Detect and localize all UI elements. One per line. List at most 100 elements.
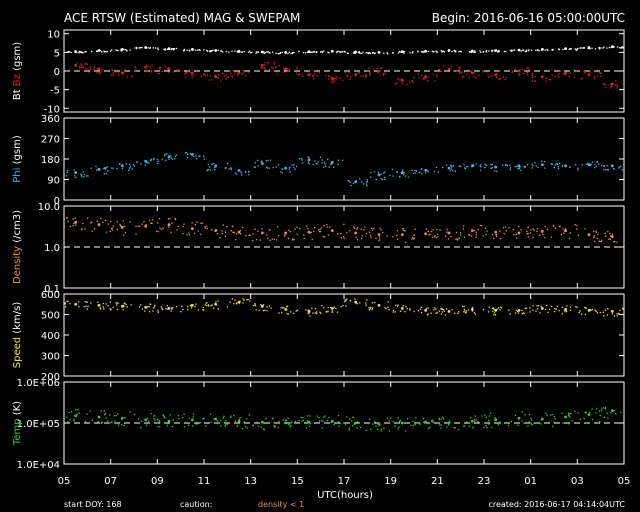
panel-1-ytick-label-3: 90 <box>47 176 60 187</box>
x-tick-label-8: 21 <box>431 476 444 487</box>
panel-0-series-1-scatter-4-8 <box>178 71 180 73</box>
panel-2-series-0-scatter-10-4 <box>314 226 316 229</box>
panel-3-series-0-point-11 <box>330 306 334 310</box>
panel-4-series-0-scatter-5-12 <box>188 417 190 419</box>
panel-4-series-0-scatter-4-5 <box>177 415 179 417</box>
panel-2-series-0-scatter-10-3 <box>306 225 308 227</box>
panel-0-series-1-scatter-19-5 <box>521 68 524 71</box>
panel-2-series-0-scatter-1-0 <box>109 230 112 233</box>
panel-4-series-0-scatter-7-1 <box>230 415 232 417</box>
panel-2-series-0-scatter-6-0 <box>215 228 217 231</box>
panel-1-series-0-scatter-3-9 <box>153 157 155 160</box>
panel-4-series-0-scatter-4-13 <box>159 426 161 428</box>
panel-3-series-0-scatter-21-10 <box>576 306 578 308</box>
panel-0-series-1-scatter-10-7 <box>312 75 314 77</box>
panel-2-series-0-scatter-4-6 <box>159 227 161 229</box>
panel-4-series-0-scatter-19-7 <box>530 417 532 420</box>
panel-0-series-1-scatter-5-3 <box>191 76 193 78</box>
panel-1-series-0-scatter-12-11 <box>363 183 365 185</box>
panel-4-series-0-scatter-5-4 <box>186 422 188 425</box>
panel-0-series-1-scatter-2-0 <box>118 74 120 77</box>
panel-1-series-0-scatter-4-8 <box>161 158 163 160</box>
panel-4-series-0-point-13 <box>377 422 381 426</box>
panel-4-series-0-scatter-6-4 <box>225 419 227 422</box>
panel-1-series-0-scatter-18-4 <box>490 163 492 166</box>
panel-0-series-0-scatter-20-4 <box>544 49 546 51</box>
panel-2-series-0-scatter-2-11 <box>129 221 131 223</box>
panel-2-series-0-scatter-13-9 <box>380 229 382 231</box>
panel-1-series-0-scatter-6-4 <box>224 167 226 169</box>
panel-4-series-0-scatter-4-8 <box>158 420 160 422</box>
panel-0-series-0-scatter-0-11 <box>81 51 83 54</box>
panel-1-series-0-scatter-19-13 <box>509 167 512 169</box>
panel-0-series-1-scatter-20-1 <box>531 80 533 82</box>
panel-4-series-0-scatter-6-11 <box>216 420 218 422</box>
panel-1-series-0-scatter-13-9 <box>370 171 372 174</box>
panel-3-series-0-scatter-0-0 <box>85 305 87 307</box>
panel-0-series-1-scatter-1-10 <box>99 67 101 69</box>
panel-0-series-0-scatter-0-10 <box>66 51 68 53</box>
panel-1-series-0-scatter-6-10 <box>214 166 216 169</box>
panel-4-series-0-scatter-11-9 <box>342 422 345 424</box>
panel-3-series-0-scatter-1-2 <box>97 301 99 303</box>
panel-2-series-0-scatter-15-3 <box>436 228 438 231</box>
panel-3-series-0-scatter-6-12 <box>207 305 210 307</box>
panel-0-series-1-scatter-19-1 <box>526 67 528 69</box>
panel-0-series-0-scatter-18-13 <box>488 50 490 52</box>
panel-0-series-1-scatter-11-0 <box>332 80 334 82</box>
panel-1-series-0-scatter-7-12 <box>248 170 250 173</box>
panel-2-series-0-scatter-4-5 <box>170 231 172 234</box>
panel-4-series-0-scatter-23-2 <box>615 413 617 415</box>
panel-4-series-0-point-18 <box>494 418 498 422</box>
panel-0-series-0-scatter-14-12 <box>403 52 405 54</box>
panel-1-series-0-scatter-20-7 <box>535 165 537 167</box>
panel-1-series-0-scatter-9-10 <box>282 168 284 170</box>
panel-4-series-0-scatter-9-0 <box>289 424 292 427</box>
panel-4-series-0-scatter-10-12 <box>301 420 303 423</box>
panel-4-series-0-scatter-9-6 <box>290 422 292 424</box>
panel-4-series-0-scatter-15-10 <box>423 421 425 424</box>
panel-3-series-0-point-21 <box>564 307 568 311</box>
panel-2-series-0-scatter-15-0 <box>429 233 431 235</box>
panel-3-series-0-scatter-13-8 <box>368 309 371 311</box>
panel-0-series-0-scatter-10-3 <box>311 51 313 53</box>
panel-0-series-1-scatter-1-7 <box>96 67 98 69</box>
panel-3-series-0-scatter-19-12 <box>529 307 531 309</box>
panel-2-series-0-scatter-15-10 <box>414 228 416 230</box>
panel-0-series-1-scatter-16-8 <box>440 70 442 72</box>
panel-4-series-0-scatter-19-11 <box>517 424 519 426</box>
panel-0-series-1-scatter-18-12 <box>498 78 500 80</box>
panel-4-series-0-scatter-10-8 <box>309 415 311 417</box>
panel-2-series-0-scatter-11-11 <box>326 224 328 226</box>
panel-4-series-0-scatter-2-11 <box>113 422 116 424</box>
panel-3-series-0-scatter-0-5 <box>66 300 68 303</box>
panel-4-series-0-scatter-4-12 <box>172 419 175 421</box>
panel-2-series-0-scatter-23-2 <box>614 241 616 243</box>
panel-2-series-0-scatter-19-5 <box>513 234 515 236</box>
panel-3-series-0-scatter-10-4 <box>314 312 316 314</box>
panel-2-series-0-scatter-18-9 <box>504 226 507 228</box>
panel-4-series-0-scatter-4-1 <box>163 416 166 418</box>
panel-3-series-0-scatter-20-12 <box>548 308 551 311</box>
panel-1-series-0-scatter-2-11 <box>119 163 121 165</box>
panel-2-series-0-scatter-21-12 <box>554 227 557 229</box>
panel-0-series-0-scatter-9-4 <box>291 52 294 55</box>
panel-0-series-1-scatter-5-4 <box>196 69 198 71</box>
panel-2-series-0-scatter-14-10 <box>412 238 415 240</box>
panel-3-series-0-scatter-5-6 <box>202 306 204 309</box>
panel-0-series-1-scatter-8-5 <box>269 69 271 71</box>
panel-1-series-0-point-3 <box>144 159 148 163</box>
panel-4-series-0-scatter-14-5 <box>406 418 409 420</box>
panel-0-series-0-scatter-16-7 <box>442 50 444 52</box>
panel-0-series-0-scatter-11-0 <box>327 51 329 53</box>
panel-1-series-0-scatter-20-8 <box>544 161 546 163</box>
panel-2-series-0-scatter-5-5 <box>188 234 191 236</box>
panel-2-series-0-scatter-23-10 <box>601 239 603 242</box>
panel-0-series-1-scatter-14-9 <box>401 80 403 82</box>
panel-2-series-0-scatter-1-2 <box>105 231 108 233</box>
panel-4-series-0-scatter-10-13 <box>302 419 304 422</box>
panel-0-series-0-point-19 <box>517 48 521 52</box>
panel-2-series-0-scatter-7-4 <box>231 225 233 228</box>
panel-0-series-0-scatter-6-3 <box>212 49 214 52</box>
panel-2-series-0-scatter-16-12 <box>457 239 459 241</box>
